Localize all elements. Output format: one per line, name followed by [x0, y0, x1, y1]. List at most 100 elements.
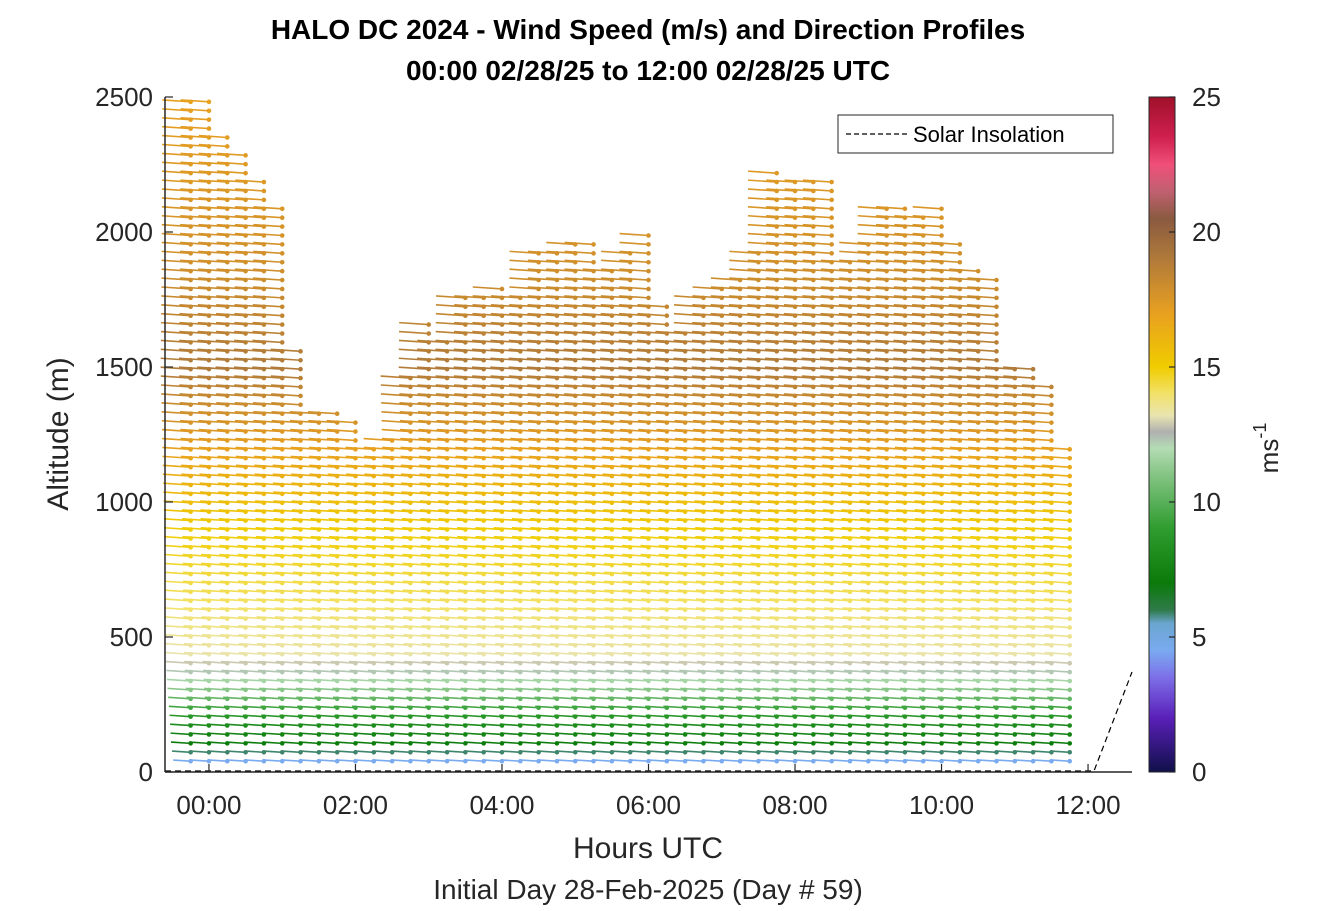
wind-barb: [187, 705, 210, 709]
wind-barb: [234, 259, 264, 264]
wind-barb: [252, 312, 283, 317]
wind-barb: [454, 419, 484, 424]
wind-barb: [182, 544, 210, 549]
wind-barb: [474, 509, 503, 513]
wind-barb: [168, 696, 191, 700]
wind-barb: [435, 384, 466, 388]
wind-barb: [162, 455, 191, 460]
wind-barb: [234, 295, 264, 299]
wind-barb: [181, 473, 210, 477]
wind-barb: [253, 214, 283, 219]
wind-barb: [180, 170, 210, 174]
wind-barb: [458, 642, 484, 647]
wind-barb: [385, 642, 411, 647]
wind-barb-point: [206, 117, 212, 122]
wind-barb: [161, 410, 191, 415]
wind-barb: [180, 188, 210, 192]
wind-barb: [426, 732, 448, 736]
wind-barb: [316, 723, 338, 727]
wind-barb: [216, 312, 246, 317]
chart-subtitle: 00:00 02/28/25 to 12:00 02/28/25 UTC: [406, 55, 890, 86]
wind-barb-point: [646, 233, 651, 238]
wind-barb: [387, 687, 411, 691]
wind-barb: [850, 759, 869, 762]
wind-barb: [311, 589, 338, 593]
wind-barb: [293, 651, 319, 656]
wind-barb: [161, 321, 191, 326]
wind-barb: [245, 750, 264, 754]
wind-barb: [216, 197, 246, 201]
wind-barb: [253, 268, 283, 272]
wind-barb: [455, 437, 484, 442]
wind-barb: [311, 607, 338, 611]
wind-barb: [385, 651, 411, 656]
wind-barb: [318, 750, 338, 754]
wind-barb: [254, 464, 283, 468]
wind-barb: [239, 669, 264, 673]
wind-barb: [234, 277, 264, 281]
wind-barb: [399, 393, 429, 397]
wind-barb: [255, 553, 283, 558]
wind-barb: [215, 321, 246, 326]
wind-barb: [224, 714, 246, 718]
wind-barb: [220, 625, 246, 629]
wind-barb: [201, 616, 228, 620]
wind-barb: [216, 223, 246, 228]
wind-barb: [329, 625, 356, 629]
wind-barb: [179, 384, 210, 388]
wind-barb: [445, 741, 466, 745]
wind-barb: [164, 562, 191, 566]
wind-barb: [380, 375, 411, 379]
wind-barb-point: [975, 268, 981, 274]
wind-barb: [237, 544, 264, 549]
wind-barb: [667, 759, 686, 762]
wind-barb: [366, 651, 393, 656]
wind-barb: [298, 732, 319, 736]
wind-barb: [594, 759, 612, 762]
wind-barb: [444, 714, 466, 718]
wind-barb: [163, 500, 191, 504]
wind-barb: [363, 455, 393, 460]
wind-barb: [348, 607, 374, 611]
wind-barb: [234, 410, 264, 415]
wind-barb: [795, 759, 814, 762]
wind-barb: [242, 714, 264, 718]
wind-barb: [420, 526, 448, 531]
wind-barb: [272, 482, 301, 486]
wind-barb: [235, 197, 264, 201]
wind-barb-point: [646, 259, 651, 265]
wind-barb: [347, 562, 374, 566]
wind-barb: [162, 473, 191, 477]
wind-barb: [253, 437, 283, 442]
wind-barb: [165, 625, 191, 629]
wind-barb: [271, 419, 301, 424]
wind-barb-point: [591, 259, 596, 265]
wind-barb: [308, 410, 338, 415]
wind-barb: [420, 509, 448, 513]
wind-barb: [417, 375, 448, 379]
wind-barb: [666, 750, 686, 754]
wind-barb: [179, 348, 210, 353]
wind-barb: [329, 571, 356, 575]
wind-barb: [164, 580, 191, 584]
wind-barb: [167, 687, 191, 691]
wind-barb: [201, 625, 228, 629]
wind-barb: [479, 696, 503, 700]
wind-barb: [165, 642, 191, 647]
wind-barb-point: [426, 322, 432, 327]
wind-barb: [201, 633, 228, 638]
wind-barb: [222, 687, 246, 691]
wind-barb: [472, 286, 503, 290]
wind-barb: [161, 393, 191, 397]
wind-barb: [234, 250, 264, 255]
wind-barb: [329, 607, 356, 611]
wind-barb: [429, 759, 448, 762]
wind-barb: [474, 473, 503, 477]
wind-barb: [478, 678, 503, 682]
wind-barb: [454, 321, 484, 326]
wind-barb: [216, 170, 246, 174]
wind-barb: [316, 714, 338, 718]
wind-barb: [161, 419, 191, 424]
wind-barb: [291, 509, 319, 513]
wind-barb: [252, 366, 283, 370]
